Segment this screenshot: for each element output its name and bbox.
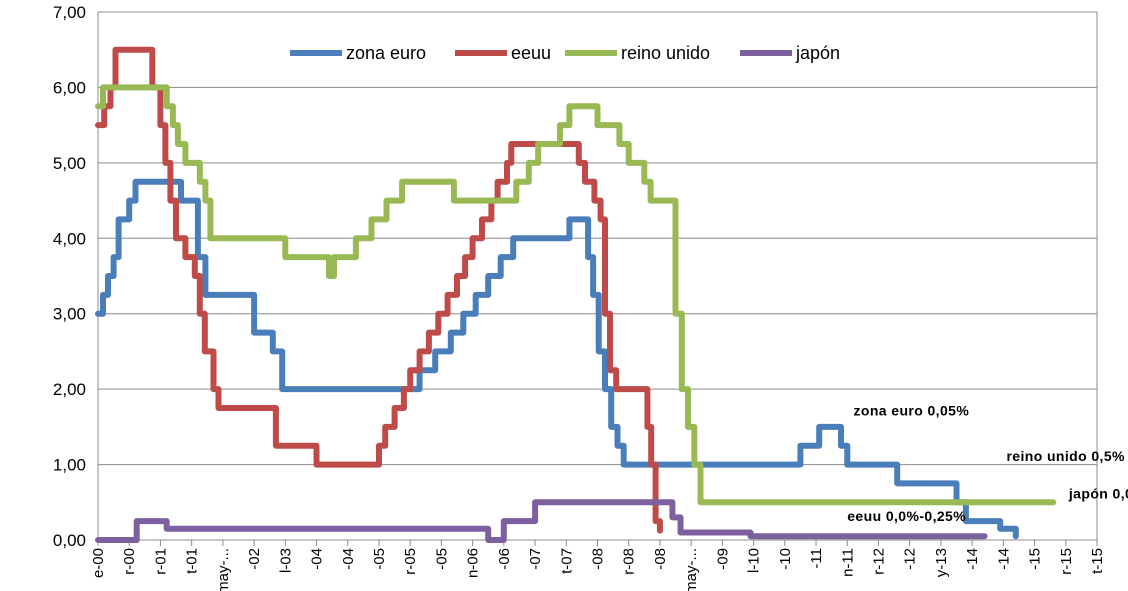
series-lines (95, 46, 1057, 543)
x-tick-label: -15 (1027, 548, 1044, 570)
x-tick-label: -05 (371, 548, 388, 570)
x-axis-ticks: e-00 r-00 r-01 t-01 may-... -02 l-03 -04 -04 -05 r… (90, 540, 1106, 591)
x-tick-label: -09 (714, 548, 731, 570)
axes (97, 12, 1098, 541)
x-tick-label: -04 (309, 548, 326, 570)
y-tick-label: 6,00 (53, 78, 86, 97)
x-tick-label: y-13 (933, 548, 950, 577)
y-axis-ticks: 0,00 1,00 2,00 3,00 4,00 5,00 6,00 7,00 (53, 3, 86, 550)
x-tick-label: n-06 (465, 548, 482, 578)
x-tick-label: -11 (808, 548, 825, 569)
x-tick-label: -04 (340, 548, 357, 570)
annotation-label: japón 0,0%-0,1% (1068, 486, 1128, 502)
y-tick-label: 5,00 (53, 154, 86, 173)
x-tick-label: l-03 (277, 548, 294, 573)
y-tick-label: 1,00 (53, 456, 86, 475)
annotations: zona euro 0,05% reino unido 0,5% japón 0,0… (847, 403, 1128, 525)
x-tick-label: -12 (902, 548, 919, 570)
x-tick-label: -05 (433, 548, 450, 570)
y-tick-label: 4,00 (53, 229, 86, 248)
x-tick-label: r-15 (1058, 548, 1075, 575)
series-line (95, 84, 1057, 506)
x-tick-label: -14 (995, 548, 1012, 570)
x-tick-label: t-01 (184, 548, 201, 574)
annotation-label: zona euro 0,05% (853, 403, 969, 419)
x-tick-label: r-08 (621, 548, 638, 575)
y-tick-label: 7,00 (53, 3, 86, 22)
x-tick-label: r-01 (152, 548, 169, 575)
x-tick-label: n-11 (839, 548, 856, 577)
y-tick-label: 2,00 (53, 380, 86, 399)
x-tick-label: may-... (215, 548, 232, 591)
legend-label: eeuu (511, 43, 551, 63)
legend-label: reino unido (621, 43, 710, 63)
series-line (95, 499, 988, 543)
series-line (95, 46, 663, 534)
x-tick-label: t-07 (558, 548, 575, 574)
x-tick-label: may-... (683, 548, 700, 591)
x-tick-label: -08 (652, 548, 669, 570)
x-tick-label: r-05 (402, 548, 419, 575)
gridlines (98, 11, 1097, 541)
x-tick-label: e-00 (90, 548, 107, 578)
legend: zona euro eeuu reino unido japón (290, 43, 840, 63)
annotation-label: eeuu 0,0%-0,25% (847, 508, 966, 524)
x-tick-label: -02 (246, 548, 263, 570)
x-tick-label: -08 (590, 548, 607, 570)
x-tick-label: -07 (527, 548, 544, 570)
x-tick-label: t-15 (1089, 548, 1106, 574)
y-tick-label: 0,00 (53, 531, 86, 550)
x-tick-label: -10 (777, 548, 794, 570)
legend-label: zona euro (346, 43, 426, 63)
x-tick-label: -14 (964, 548, 981, 570)
series-line (95, 178, 1019, 540)
x-tick-label: r-12 (870, 548, 887, 575)
legend-label: japón (795, 43, 840, 63)
x-tick-label: -06 (496, 548, 513, 570)
annotation-label: reino unido 0,5% (1006, 448, 1125, 464)
x-tick-label: r-00 (121, 548, 138, 575)
y-tick-label: 3,00 (53, 305, 86, 324)
x-tick-label: l-10 (746, 548, 763, 573)
